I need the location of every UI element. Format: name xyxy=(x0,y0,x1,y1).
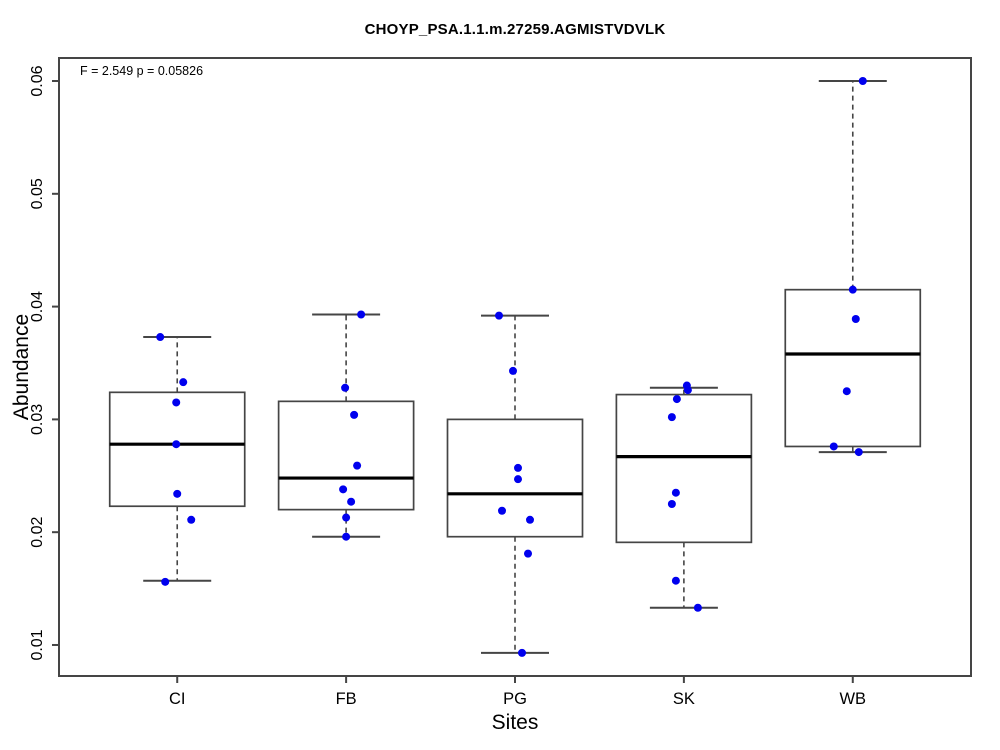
data-point xyxy=(347,497,356,506)
iqr-box-fb xyxy=(277,400,415,511)
data-point xyxy=(851,315,860,324)
data-point xyxy=(514,475,522,484)
x-tick-label: SK xyxy=(673,690,695,708)
data-point xyxy=(848,285,857,294)
iqr-box-sk xyxy=(615,393,753,544)
data-point xyxy=(342,513,351,522)
data-point xyxy=(357,310,366,319)
data-point xyxy=(683,386,692,395)
plot-frame xyxy=(58,57,972,677)
data-point xyxy=(524,549,532,558)
iqr-box-ci xyxy=(108,391,246,508)
data-point xyxy=(172,440,181,449)
x-axis-label: Sites xyxy=(491,711,539,734)
data-point xyxy=(498,506,506,515)
x-tick-label: PG xyxy=(503,690,527,708)
data-point xyxy=(495,311,503,320)
data-point xyxy=(854,448,863,457)
data-point xyxy=(842,387,851,396)
y-tick-label: 0.01 xyxy=(29,629,46,660)
data-point xyxy=(671,488,680,497)
data-point xyxy=(161,577,170,586)
data-point xyxy=(509,366,517,375)
data-point xyxy=(667,499,676,508)
x-tick-label: WB xyxy=(839,690,866,708)
data-point xyxy=(341,383,350,392)
y-tick-label: 0.05 xyxy=(29,178,46,209)
data-point xyxy=(173,489,182,498)
data-point xyxy=(514,463,522,472)
x-tick-label: CI xyxy=(169,690,186,708)
y-tick-label: 0.03 xyxy=(29,404,46,435)
data-point xyxy=(172,398,181,407)
x-tick-label: FB xyxy=(336,690,357,708)
data-point xyxy=(187,515,196,524)
data-point xyxy=(518,648,526,657)
y-tick-label: 0.06 xyxy=(29,65,46,96)
data-point xyxy=(353,461,362,470)
data-point xyxy=(342,532,351,541)
data-point xyxy=(526,515,534,524)
iqr-box-wb xyxy=(784,288,922,448)
data-point xyxy=(693,603,702,612)
data-point xyxy=(829,442,838,451)
data-point xyxy=(179,378,188,387)
data-point xyxy=(667,413,676,422)
y-tick-label: 0.04 xyxy=(29,291,46,322)
y-tick-label: 0.02 xyxy=(29,517,46,548)
data-point xyxy=(156,333,165,342)
data-point xyxy=(350,410,359,419)
data-point xyxy=(672,395,681,404)
data-point xyxy=(671,576,680,585)
chart-title: CHOYP_PSA.1.1.m.27259.AGMISTVDVLK xyxy=(364,21,666,38)
anova-stats-annotation: F = 2.549 p = 0.05826 xyxy=(80,64,204,78)
data-point xyxy=(858,77,867,86)
data-point xyxy=(339,485,348,494)
